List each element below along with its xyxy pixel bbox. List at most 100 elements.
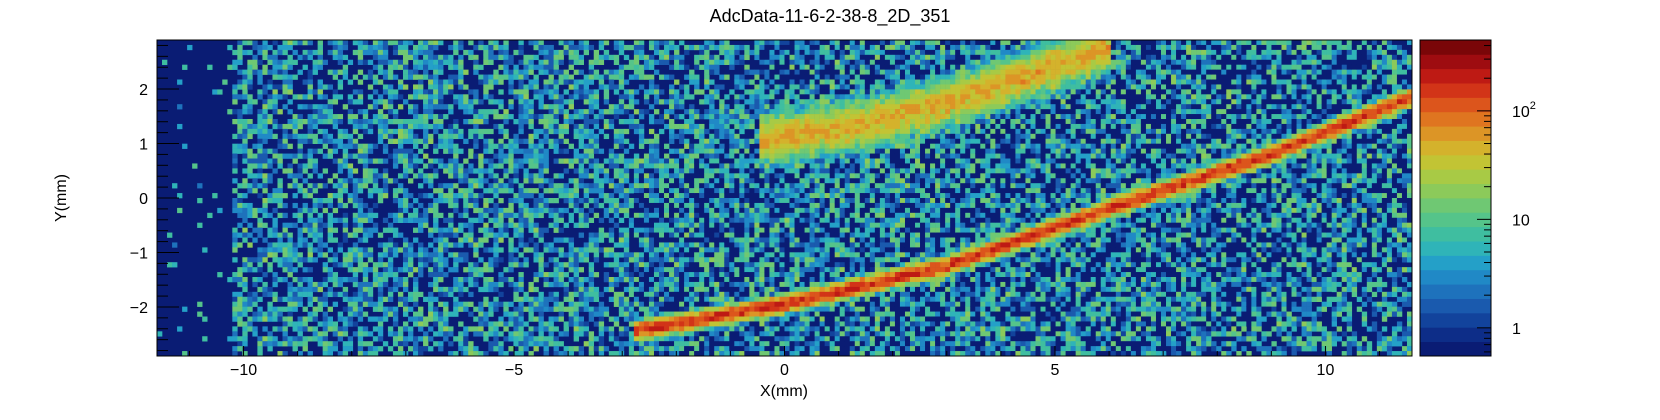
heatmap-cell: [518, 89, 524, 95]
heatmap-cell: [583, 89, 590, 95]
heatmap-cell: [428, 54, 434, 61]
heatmap-cell: [287, 64, 293, 70]
heatmap-cell: [387, 104, 394, 110]
heatmap-cell: [262, 119, 268, 125]
heatmap-cell: [679, 247, 685, 253]
heatmap-cell: [503, 40, 509, 46]
heatmap-cell: [518, 49, 524, 56]
heatmap-cell: [402, 217, 409, 223]
heatmap-cell: [413, 336, 419, 342]
heatmap-cell: [473, 178, 479, 184]
heatmap-cell: [322, 267, 328, 273]
heatmap-cell: [578, 59, 584, 65]
heatmap-cell: [548, 291, 554, 298]
heatmap-cell: [608, 227, 615, 233]
heatmap-cell: [453, 59, 459, 65]
heatmap-cell: [719, 316, 725, 322]
heatmap-cell: [578, 247, 584, 253]
heatmap-cell: [423, 133, 429, 140]
heatmap-cell: [729, 217, 735, 223]
heatmap-cell: [618, 104, 625, 110]
heatmap-cell: [473, 109, 479, 115]
heatmap-cell: [483, 351, 489, 357]
heatmap-cell: [327, 212, 333, 219]
heatmap-cell: [453, 267, 459, 273]
heatmap-cell: [272, 74, 278, 80]
heatmap-cell: [518, 296, 524, 302]
heatmap-cell: [553, 217, 559, 223]
heatmap-cell: [362, 40, 369, 46]
heatmap-cell: [443, 227, 449, 233]
heatmap-cell: [759, 119, 765, 125]
heatmap-cell: [488, 346, 494, 352]
heatmap-cell: [613, 321, 620, 327]
heatmap-cell: [754, 74, 760, 80]
heatmap-cell: [648, 207, 655, 214]
heatmap-cell: [598, 44, 605, 51]
heatmap-cell: [498, 178, 504, 184]
heatmap-cell: [498, 89, 504, 95]
heatmap-cell: [613, 143, 620, 149]
heatmap-cell: [648, 252, 655, 258]
heatmap-cell: [483, 316, 489, 322]
heatmap-cell: [638, 40, 645, 46]
heatmap-cell: [734, 143, 740, 149]
heatmap-cell: [247, 188, 253, 194]
heatmap-cell: [413, 163, 419, 169]
heatmap-cell: [337, 202, 344, 209]
heatmap-cell: [578, 207, 584, 214]
heatmap-cell: [277, 84, 283, 90]
heatmap-cell: [558, 59, 564, 65]
heatmap-cell: [664, 207, 670, 214]
heatmap-cell: [523, 138, 529, 144]
heatmap-cell: [694, 188, 700, 194]
heatmap-cell: [287, 54, 293, 61]
heatmap-cell: [739, 237, 745, 243]
heatmap-cell: [648, 198, 655, 204]
heatmap-cell: [478, 217, 484, 223]
heatmap-cell: [709, 331, 715, 337]
heatmap-cell: [518, 109, 524, 115]
heatmap-cell: [503, 153, 509, 159]
heatmap-cell: [377, 138, 384, 144]
heatmap-cell: [392, 193, 399, 199]
heatmap-cell: [453, 198, 459, 204]
heatmap-cell: [548, 79, 554, 85]
heatmap-cell: [518, 341, 524, 347]
heatmap-cell: [699, 242, 705, 248]
heatmap-cell: [503, 119, 509, 125]
heatmap-cell: [397, 153, 404, 159]
heatmap-cell: [613, 242, 620, 248]
heatmap-cell: [558, 173, 564, 179]
heatmap-cell: [463, 173, 469, 179]
heatmap-cell: [759, 346, 765, 352]
heatmap-cell: [583, 84, 590, 90]
heatmap-cell: [784, 40, 790, 46]
heatmap-cell: [664, 301, 670, 307]
heatmap-cell: [503, 64, 509, 70]
heatmap-cell: [473, 326, 479, 332]
heatmap-cell: [423, 40, 429, 46]
heatmap-cell: [377, 198, 384, 204]
heatmap-cell: [247, 291, 253, 298]
heatmap-cell: [694, 336, 700, 342]
heatmap-cell: [679, 316, 685, 322]
heatmap-cell: [262, 316, 268, 322]
heatmap-cell: [272, 316, 278, 322]
heatmap-cell: [402, 262, 409, 268]
heatmap-cell: [578, 286, 584, 293]
heatmap-cell: [603, 99, 610, 105]
heatmap-cell: [714, 183, 720, 189]
heatmap-cell: [518, 114, 524, 120]
heatmap-cell: [342, 217, 349, 223]
heatmap-cell: [679, 40, 685, 46]
heatmap-cell: [463, 119, 469, 125]
heatmap-cell: [337, 351, 344, 357]
heatmap-cell: [312, 104, 318, 110]
heatmap-cell: [372, 227, 379, 233]
heatmap-cell: [699, 178, 705, 184]
heatmap-cell: [558, 138, 564, 144]
heatmap-cell: [493, 188, 499, 194]
heatmap-cell: [583, 183, 590, 189]
heatmap-cell: [367, 212, 374, 219]
